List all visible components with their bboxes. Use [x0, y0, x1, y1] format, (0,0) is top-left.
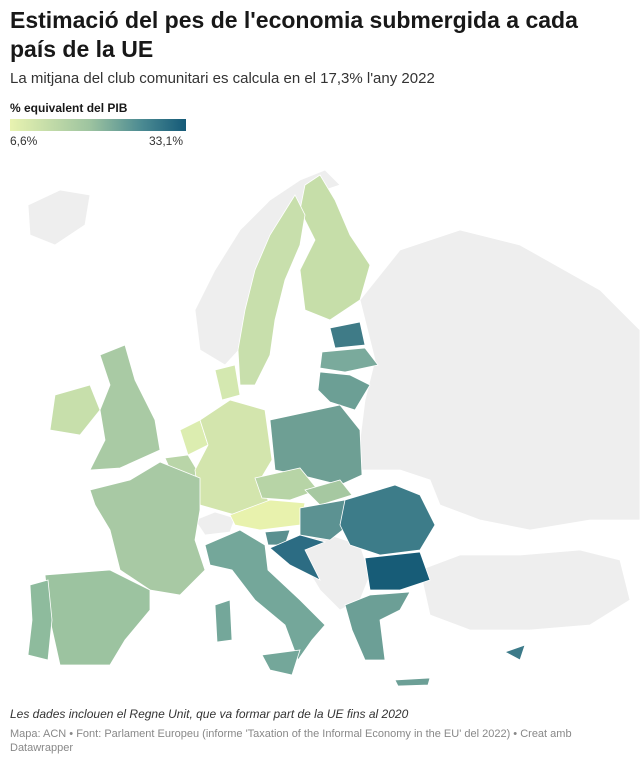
country-poland [269, 404, 363, 486]
country-cyprus [504, 644, 526, 661]
legend-min-label: 6,6% [10, 134, 38, 148]
country-sicily [261, 649, 301, 676]
europe-choropleth-map [27, 169, 640, 687]
footer-note: Les dades inclouen el Regne Unit, que va… [10, 707, 409, 721]
country-ireland [49, 384, 101, 436]
country-uk [89, 344, 161, 471]
subtitle: La mitjana del club comunitari es calcul… [10, 70, 435, 87]
country-sardinia [214, 599, 233, 643]
country-romania [339, 484, 436, 556]
country-sweden [237, 194, 306, 386]
country-france [89, 461, 206, 596]
legend-max-label: 33,1% [149, 134, 184, 148]
country-finland [299, 174, 371, 321]
page-title: Estimació del pes de l'economia submergi… [10, 7, 578, 62]
country-greece [344, 591, 411, 661]
legend-color-bar [10, 119, 186, 131]
country-germany [194, 399, 273, 516]
country-czechia [254, 467, 319, 501]
country-latvia [319, 347, 379, 373]
region-east [359, 229, 640, 531]
country-slovakia [304, 479, 353, 506]
country-crete [394, 677, 431, 687]
legend-title: % equivalent del PIB [10, 101, 128, 115]
country-lithuania [317, 371, 371, 411]
country-italy [204, 529, 326, 661]
country-estonia [329, 321, 366, 349]
country-denmark [214, 364, 241, 401]
region-iceland [27, 189, 91, 246]
country-portugal [27, 579, 53, 661]
region-switzerland [194, 511, 236, 536]
country-spain [44, 569, 151, 666]
country-croatia [269, 534, 327, 581]
region-turkey [419, 549, 631, 631]
source-credit: Mapa: ACN • Font: Parlament Europeu (inf… [10, 728, 572, 754]
country-bulgaria [364, 551, 431, 591]
